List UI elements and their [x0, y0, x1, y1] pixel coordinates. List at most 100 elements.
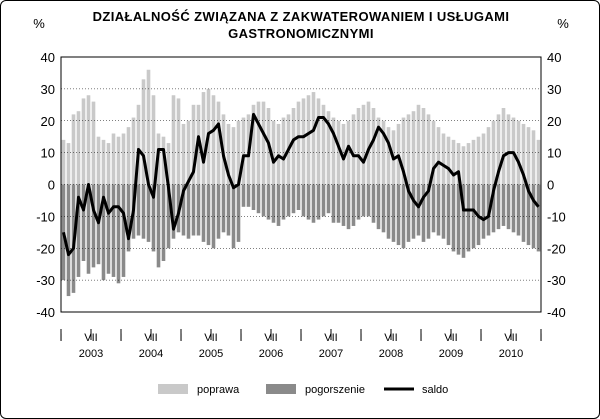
right-axis-unit: %	[557, 16, 569, 31]
bar-poprawa	[111, 133, 116, 185]
bar-poprawa	[291, 108, 296, 185]
bar-poprawa	[496, 114, 501, 185]
bar-pogorszenie	[516, 184, 521, 236]
bar-poprawa	[361, 104, 366, 185]
bar-pogorszenie	[371, 184, 376, 223]
bar-pogorszenie	[241, 184, 246, 207]
bar-poprawa	[466, 143, 471, 185]
bar-pogorszenie	[201, 184, 206, 242]
bar-pogorszenie	[341, 184, 346, 226]
bar-poprawa	[341, 123, 346, 185]
bar-pogorszenie	[441, 184, 446, 239]
y-tick-label-left: 30	[41, 82, 55, 97]
bar-pogorszenie	[231, 184, 236, 249]
bar-pogorszenie	[381, 184, 386, 233]
bar-poprawa	[356, 108, 361, 185]
y-tick-label-left: 10	[41, 146, 55, 161]
bar-pogorszenie	[296, 184, 301, 210]
bar-pogorszenie	[301, 184, 306, 217]
bar-pogorszenie	[506, 184, 511, 230]
bar-pogorszenie	[156, 184, 161, 268]
y-tick-label-right: -20	[547, 241, 566, 256]
bar-poprawa	[366, 101, 371, 185]
month-tick-label: I	[419, 332, 422, 344]
bar-poprawa	[506, 114, 511, 185]
bar-pogorszenie	[366, 184, 371, 217]
bar-pogorszenie	[166, 184, 171, 249]
bar-poprawa	[211, 95, 216, 185]
y-tick-label-right: 0	[547, 178, 554, 193]
legend-label-poprawa: poprawa	[197, 384, 240, 396]
bar-poprawa	[526, 127, 531, 185]
saldo-line-layer	[62, 112, 540, 257]
year-label: 2006	[259, 348, 283, 360]
bar-poprawa	[516, 120, 521, 185]
legend-swatch-pogorszenie	[266, 384, 296, 394]
bar-pogorszenie	[316, 184, 321, 220]
bar-pogorszenie	[66, 184, 71, 297]
bar-poprawa	[316, 98, 321, 185]
bar-pogorszenie	[81, 184, 86, 261]
bar-pogorszenie	[146, 184, 151, 242]
bar-poprawa	[336, 120, 341, 185]
bar-pogorszenie	[346, 184, 351, 230]
year-label: 2004	[139, 348, 163, 360]
legend-label-pogorszenie: pogorszenie	[305, 384, 365, 396]
bar-poprawa	[301, 98, 306, 185]
bar-pogorszenie	[311, 184, 316, 223]
y-tick-label-left: -40	[36, 305, 55, 320]
bar-poprawa	[511, 117, 516, 185]
bar-poprawa	[321, 104, 326, 185]
bar-poprawa	[96, 136, 101, 185]
y-tick-label-right: 40	[547, 50, 561, 65]
bar-poprawa	[386, 127, 391, 185]
bar-pogorszenie	[396, 184, 401, 246]
bar-poprawa	[91, 101, 96, 185]
chart-title-line2: GASTRONOMICZNYMI	[228, 26, 374, 41]
bar-pogorszenie	[141, 184, 146, 239]
bar-poprawa	[256, 101, 261, 185]
bar-pogorszenie	[421, 184, 426, 242]
month-tick-label: I	[479, 332, 482, 344]
bar-pogorszenie	[261, 184, 266, 217]
bar-poprawa	[351, 114, 356, 185]
y-tick-label-left: 20	[41, 114, 55, 129]
bar-poprawa	[191, 104, 196, 185]
month-tick-label: I	[299, 332, 302, 344]
bar-poprawa	[186, 120, 191, 185]
axis-layer: -40 -40 -30 -30 -20 -20 -10 -10 0 0 10 10 20 20 30 30 40…	[36, 50, 566, 360]
y-tick-label-right: -40	[547, 305, 566, 320]
bar-poprawa	[146, 69, 151, 185]
bar-poprawa	[416, 104, 421, 185]
month-tick-label: I	[359, 332, 362, 344]
bar-pogorszenie	[111, 184, 116, 277]
y-tick-label-left: -10	[36, 209, 55, 224]
bar-pogorszenie	[251, 184, 256, 210]
bar-pogorszenie	[351, 184, 356, 226]
bar-pogorszenie	[206, 184, 211, 246]
month-tick-label: VII	[384, 332, 397, 344]
bar-pogorszenie	[236, 184, 241, 242]
bar-pogorszenie	[466, 184, 471, 252]
bar-pogorszenie	[481, 184, 486, 239]
year-label: 2005	[199, 348, 223, 360]
year-label: 2008	[379, 348, 403, 360]
bar-pogorszenie	[126, 184, 131, 252]
bar-pogorszenie	[121, 184, 126, 277]
year-label: 2003	[79, 348, 103, 360]
bar-pogorszenie	[461, 184, 466, 258]
bar-pogorszenie	[511, 184, 516, 233]
y-tick-label-right: 10	[547, 146, 561, 161]
bar-poprawa	[201, 92, 206, 185]
bar-pogorszenie	[436, 184, 441, 236]
bar-poprawa	[86, 95, 91, 185]
bar-pogorszenie	[151, 184, 156, 252]
month-tick-label: I	[119, 332, 122, 344]
bar-poprawa	[121, 133, 126, 185]
bar-pogorszenie	[331, 184, 336, 223]
bar-poprawa	[131, 117, 136, 185]
bar-poprawa	[226, 123, 231, 185]
bar-poprawa	[61, 139, 66, 185]
legend-swatch-poprawa	[158, 384, 188, 394]
